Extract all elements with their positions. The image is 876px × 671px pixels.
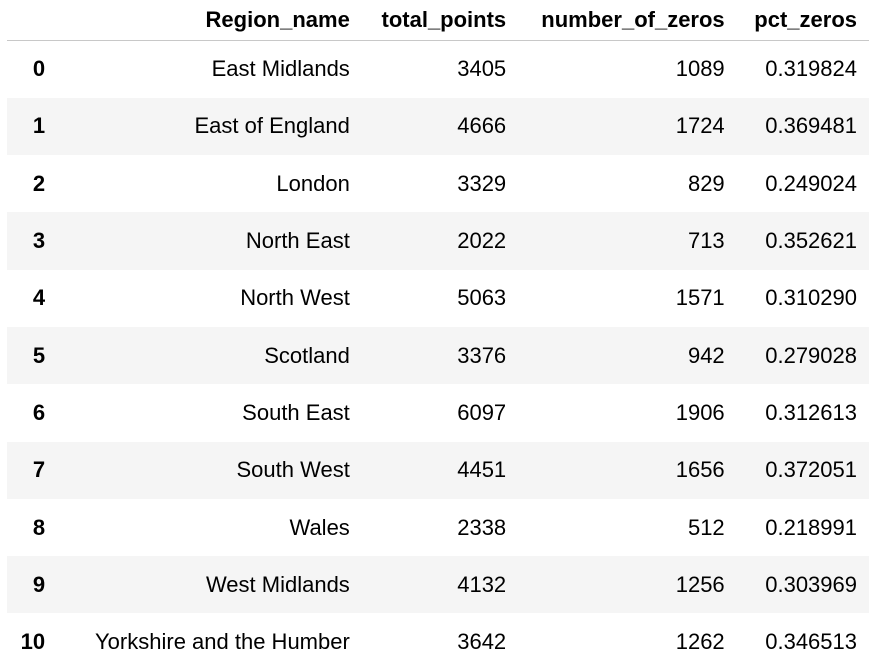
cell-region-name: North West (240, 285, 350, 311)
cell-region-name: East Midlands (211, 56, 350, 82)
row-index: 9 (32, 571, 46, 597)
cell-pct-zeros: 0.312613 (765, 399, 857, 425)
row-index: 3 (32, 228, 46, 254)
table-row: 3 North East 2022 713 0.352621 (7, 212, 869, 270)
cell-total-points: 3376 (457, 342, 507, 368)
row-index: 6 (32, 399, 46, 425)
cell-region-name: South West (236, 457, 350, 483)
row-index: 0 (32, 56, 46, 82)
cell-pct-zeros: 0.352621 (765, 228, 857, 254)
cell-pct-zeros: 0.310290 (765, 285, 857, 311)
cell-number-of-zeros: 1089 (675, 56, 725, 82)
cell-pct-zeros: 0.372051 (765, 457, 857, 483)
cell-pct-zeros: 0.218991 (765, 514, 857, 540)
cell-number-of-zeros: 1906 (675, 399, 725, 425)
column-header-number-of-zeros: number_of_zeros (518, 0, 737, 41)
cell-total-points: 3405 (457, 56, 507, 82)
cell-number-of-zeros: 942 (687, 342, 725, 368)
cell-total-points: 4666 (457, 113, 507, 139)
cell-total-points: 4132 (457, 571, 507, 597)
cell-region-name: Wales (289, 514, 350, 540)
cell-pct-zeros: 0.369481 (765, 113, 857, 139)
row-index: 8 (32, 514, 46, 540)
cell-region-name: Scotland (264, 342, 350, 368)
cell-total-points: 5063 (457, 285, 507, 311)
cell-region-name: London (276, 170, 350, 196)
cell-pct-zeros: 0.249024 (765, 170, 857, 196)
column-header-total-points: total_points (361, 0, 519, 41)
cell-region-name: South East (242, 399, 350, 425)
dataframe-table: Region_name total_points number_of_zeros… (7, 0, 869, 671)
cell-number-of-zeros: 512 (687, 514, 725, 540)
cell-number-of-zeros: 1262 (675, 629, 725, 655)
row-index: 10 (20, 629, 46, 655)
cell-region-name: North East (245, 228, 350, 254)
cell-number-of-zeros: 1656 (675, 457, 725, 483)
table-row: 8 Wales 2338 512 0.218991 (7, 498, 869, 557)
table-row: 1 East of England 4666 1724 0.369481 (7, 97, 869, 156)
cell-region-name: West Midlands (205, 571, 350, 597)
cell-number-of-zeros: 1724 (675, 113, 725, 139)
cell-pct-zeros: 0.279028 (765, 342, 857, 368)
column-header-pct-zeros: pct_zeros (736, 0, 869, 41)
column-header-region-name: Region_name (57, 0, 362, 41)
cell-number-of-zeros: 1256 (675, 571, 725, 597)
cell-number-of-zeros: 713 (687, 228, 725, 254)
cell-pct-zeros: 0.346513 (765, 629, 857, 655)
cell-pct-zeros: 0.319824 (765, 56, 857, 82)
cell-total-points: 6097 (457, 399, 507, 425)
cell-number-of-zeros: 829 (687, 170, 725, 196)
index-header (7, 0, 58, 41)
cell-region-name: Yorkshire and the Humber (95, 629, 350, 655)
table-header: Region_name total_points number_of_zeros… (7, 0, 869, 41)
table-body: 0 East Midlands 3405 1089 0.319824 1 Eas… (7, 40, 869, 671)
row-index: 4 (32, 285, 46, 311)
cell-number-of-zeros: 1571 (675, 285, 725, 311)
cell-region-name: East of England (194, 113, 350, 139)
row-index: 7 (32, 457, 46, 483)
cell-total-points: 4451 (457, 457, 507, 483)
cell-total-points: 3642 (457, 629, 507, 655)
table-row: 9 West Midlands 4132 1256 0.303969 (7, 556, 869, 614)
cell-total-points: 2022 (457, 228, 507, 254)
table-row: 5 Scotland 3376 942 0.279028 (7, 326, 869, 385)
table-row: 10 Yorkshire and the Humber 3642 1262 0.… (7, 613, 869, 671)
row-index: 2 (32, 170, 46, 196)
table-row: 4 North West 5063 1571 0.310290 (7, 269, 869, 327)
header-row: Region_name total_points number_of_zeros… (7, 0, 869, 41)
table-row: 2 London 3329 829 0.249024 (7, 155, 869, 213)
cell-pct-zeros: 0.303969 (765, 571, 857, 597)
table-row: 6 South East 6097 1906 0.312613 (7, 384, 869, 442)
cell-total-points: 2338 (457, 514, 507, 540)
row-index: 5 (32, 342, 46, 368)
row-index: 1 (32, 113, 46, 139)
cell-total-points: 3329 (457, 170, 507, 196)
table-row: 7 South West 4451 1656 0.372051 (7, 441, 869, 499)
table-row: 0 East Midlands 3405 1089 0.319824 (7, 40, 869, 98)
